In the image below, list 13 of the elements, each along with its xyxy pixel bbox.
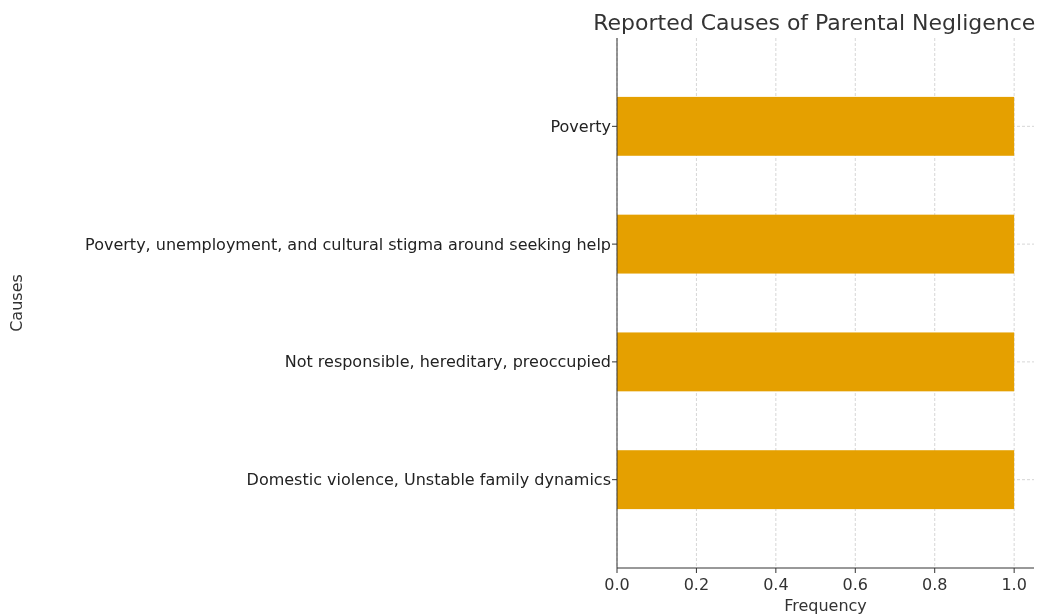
x-axis-title: Frequency	[784, 596, 867, 615]
y-tick-label: Poverty, unemployment, and cultural stigma around seeking help	[85, 234, 611, 254]
x-tick-label: 0.0	[604, 575, 630, 594]
x-tick-label: 1.0	[1001, 575, 1027, 594]
x-tick-label: 0.2	[683, 575, 710, 594]
y-tick-label: Domestic violence, Unstable family dynamics	[246, 470, 611, 490]
y-tick-label: Poverty	[550, 116, 611, 136]
y-tick-label: Not responsible, hereditary, preoccupied	[284, 352, 611, 372]
x-tick-label: 0.8	[921, 575, 948, 594]
x-tick-label: 0.4	[763, 575, 789, 594]
x-tick-label: 0.6	[842, 575, 869, 594]
chart-title: Reported Causes of Parental Negligence	[593, 10, 1036, 35]
y-axis-title: Causes	[7, 274, 26, 332]
